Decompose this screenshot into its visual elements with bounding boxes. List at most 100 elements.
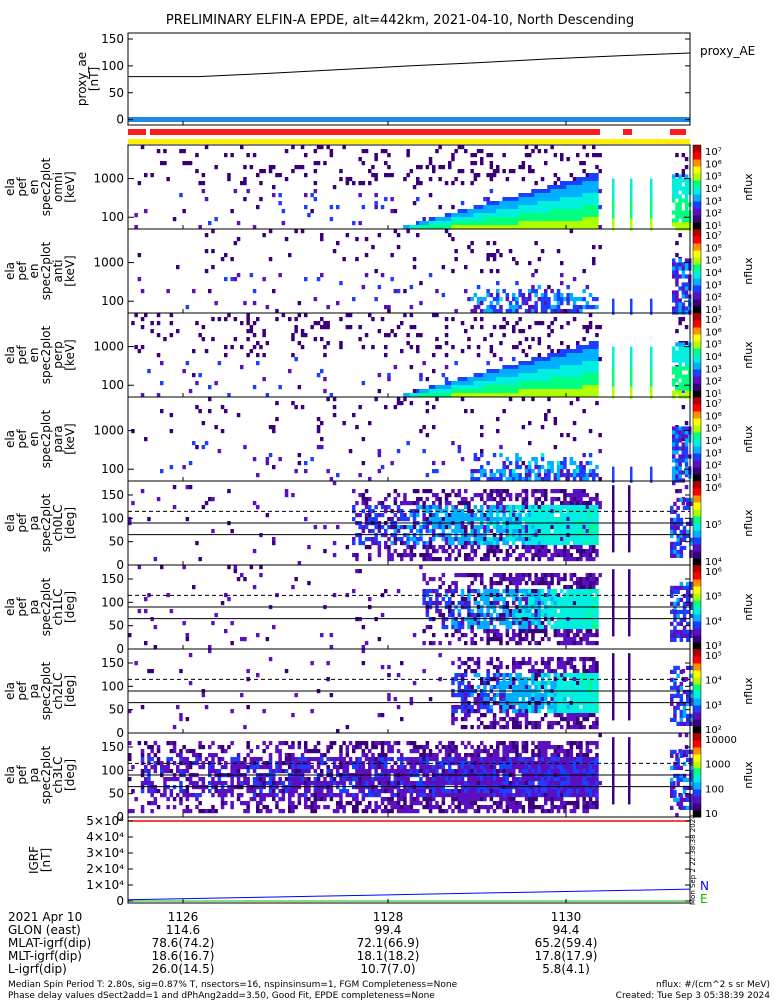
spec-cell: [684, 354, 689, 359]
pa-cell: [483, 553, 487, 558]
pa-cell: [676, 633, 680, 638]
spec-cell: [560, 209, 564, 214]
spec-cell: [460, 457, 465, 462]
spec-cell: [486, 309, 490, 314]
spec-cell: [524, 365, 529, 370]
pa-cell: [473, 613, 478, 618]
pa-cell: [592, 693, 596, 698]
spec-cell: [528, 209, 532, 214]
spec-cell: [448, 221, 452, 226]
pa-cell: [592, 625, 596, 630]
spec-cell: [630, 290, 633, 295]
pa-cell: [368, 557, 372, 562]
spec-cell: [681, 442, 686, 447]
pa-cell: [518, 613, 522, 618]
spec-cell: [441, 293, 446, 298]
spec-cell: [585, 361, 590, 366]
spec-cell: [438, 221, 442, 226]
pa-cell: [531, 545, 535, 550]
pa-cell: [505, 665, 510, 670]
spec-cell: [556, 361, 561, 366]
spec-cell: [592, 257, 596, 262]
pa-cell: [579, 493, 583, 498]
spec-cell: [496, 429, 500, 434]
spec-cell: [630, 454, 633, 459]
pa-cell: [566, 713, 570, 718]
spec-cell: [384, 149, 388, 154]
pa-cell: [528, 597, 532, 602]
spec-cell: [454, 257, 458, 262]
spec-cell: [531, 385, 535, 390]
spec-cell: [336, 241, 340, 246]
pa-cell: [486, 633, 490, 638]
spec-cell: [435, 225, 439, 230]
spec-cell: [588, 341, 593, 346]
spec-cell: [252, 321, 257, 326]
spec-cell: [496, 289, 500, 294]
spec-cell: [534, 461, 538, 466]
spec-cell: [585, 345, 590, 350]
pa-cell: [502, 725, 506, 730]
pa-cell: [492, 545, 497, 550]
pa-cell: [679, 553, 684, 558]
spec-cell: [650, 274, 653, 279]
spec-cell: [678, 178, 682, 183]
pa-cell: [512, 657, 516, 662]
pa-cell: [489, 505, 494, 510]
pa-cell: [569, 609, 574, 614]
pa-cell: [412, 553, 417, 558]
pa-cell: [582, 505, 586, 510]
pa-cell: [556, 673, 561, 678]
spec-cell: [489, 165, 494, 170]
spec-cell: [464, 377, 468, 382]
spec-cell: [550, 461, 554, 466]
spec-cell: [678, 266, 682, 271]
pa-cell: [460, 709, 465, 714]
spec-cell: [332, 397, 337, 402]
spec-cell: [480, 473, 484, 478]
spec-cell: [678, 306, 682, 311]
pa-cell: [585, 681, 590, 686]
pa-cell: [304, 517, 308, 522]
spec-cell: [304, 173, 308, 178]
pa-cell: [537, 721, 542, 726]
pa-cell: [679, 609, 684, 614]
pa-cell: [572, 593, 577, 598]
spec-cell: [675, 366, 679, 371]
spec-cell: [467, 377, 471, 382]
pa-cell: [432, 601, 436, 606]
spec-cell: [326, 325, 330, 330]
pa-cell: [464, 597, 468, 602]
spec-cell: [681, 454, 686, 459]
pa-cell: [679, 717, 684, 722]
spec-cell: [537, 465, 542, 470]
pa-cell: [505, 633, 510, 638]
spec-cell: [592, 221, 596, 226]
spec-cell: [499, 445, 503, 450]
spec-cell: [374, 173, 378, 178]
spec-cell: [195, 169, 199, 174]
pa-cell: [137, 741, 142, 746]
spec-cell: [528, 201, 532, 206]
pa-cell: [534, 501, 538, 506]
spec-cell: [592, 145, 596, 150]
pa-cell: [521, 705, 526, 710]
spec-cell: [563, 309, 567, 314]
pa-cell: [518, 557, 522, 562]
spec-cell: [268, 165, 273, 170]
spec-cell: [563, 365, 567, 370]
spec-cell: [432, 221, 436, 226]
spec-cell: [553, 381, 558, 386]
pa-cell: [682, 529, 687, 534]
spec-cell: [588, 377, 593, 382]
pa-cell: [560, 601, 564, 606]
spec-cell: [480, 449, 484, 454]
pa-cell: [572, 513, 577, 518]
pa-cell: [528, 621, 532, 626]
spec-cell: [550, 145, 554, 150]
pa-cell: [515, 581, 519, 586]
spec-cell: [612, 446, 615, 451]
spec-cell: [550, 465, 554, 470]
pa-cell: [390, 509, 394, 514]
spec-cell: [483, 373, 487, 378]
